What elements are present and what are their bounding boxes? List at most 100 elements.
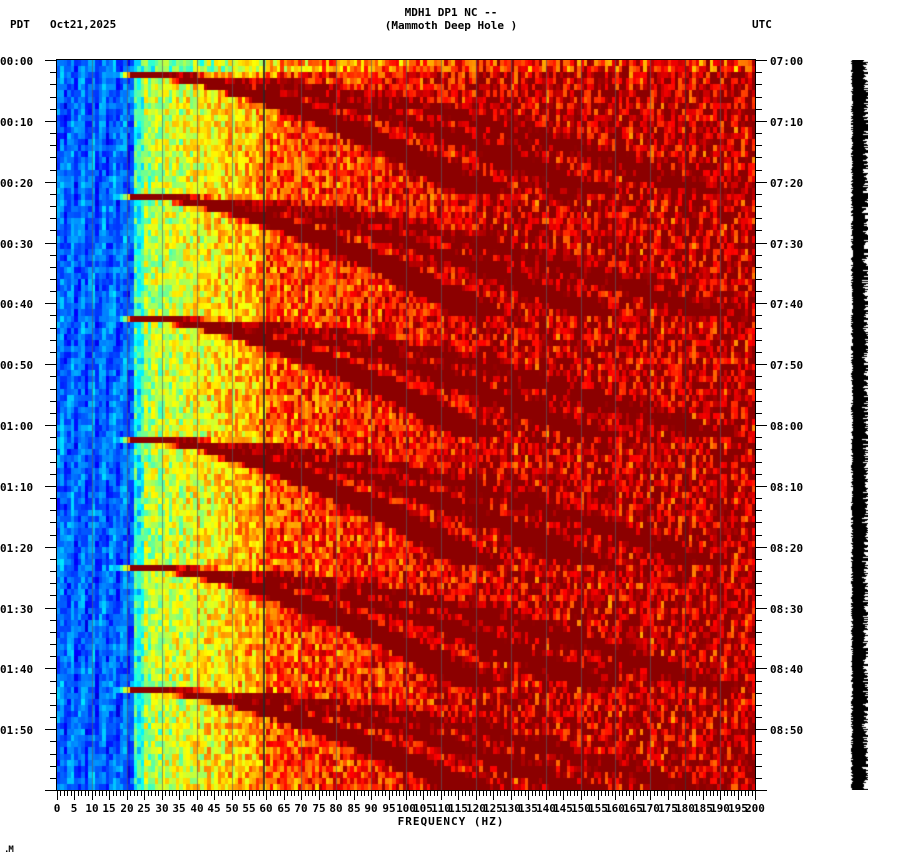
y-tick-right bbox=[755, 644, 762, 645]
y-tick-left bbox=[50, 754, 57, 755]
x-tick bbox=[123, 791, 124, 796]
y-axis-right-tick-label: 07:20 bbox=[770, 177, 804, 190]
x-tick bbox=[347, 791, 348, 796]
y-tick-right bbox=[755, 766, 762, 767]
y-tick-right bbox=[755, 389, 762, 390]
x-tick bbox=[228, 791, 229, 796]
x-tick bbox=[560, 791, 561, 796]
y-tick-left bbox=[45, 121, 57, 122]
x-axis-tick-label: 150 bbox=[571, 802, 591, 815]
y-tick-right bbox=[755, 522, 762, 523]
y-tick-left bbox=[50, 109, 57, 110]
x-tick bbox=[396, 791, 397, 796]
x-tick bbox=[319, 791, 320, 800]
y-tick-right bbox=[755, 84, 762, 85]
y-axis-left-tick-label: 01:40 bbox=[0, 663, 34, 676]
y-tick-left bbox=[45, 303, 57, 304]
x-tick bbox=[570, 791, 571, 796]
y-tick-right bbox=[755, 376, 762, 377]
x-tick bbox=[727, 791, 728, 796]
x-tick bbox=[371, 791, 372, 800]
x-tick bbox=[734, 791, 735, 796]
x-tick bbox=[277, 791, 278, 796]
x-tick bbox=[326, 791, 327, 796]
y-tick-left bbox=[50, 340, 57, 341]
x-tick bbox=[574, 791, 575, 796]
x-tick bbox=[158, 791, 159, 796]
y-tick-right bbox=[755, 535, 762, 536]
x-tick bbox=[165, 791, 166, 796]
y-tick-left bbox=[50, 72, 57, 73]
y-tick-left bbox=[50, 328, 57, 329]
x-axis-tick-label: 70 bbox=[294, 802, 308, 815]
x-tick bbox=[685, 791, 686, 800]
y-tick-left bbox=[50, 778, 57, 779]
x-tick bbox=[315, 791, 316, 796]
y-tick-right bbox=[755, 449, 762, 450]
x-tick bbox=[514, 791, 515, 796]
x-tick bbox=[266, 791, 267, 800]
y-tick-right bbox=[755, 632, 762, 633]
x-tick bbox=[305, 791, 306, 796]
x-tick bbox=[116, 791, 117, 796]
x-tick bbox=[521, 791, 522, 796]
x-tick bbox=[755, 791, 756, 800]
y-axis-right bbox=[755, 60, 767, 791]
spectrogram-plot[interactable] bbox=[57, 60, 755, 790]
x-axis-tick-label: 35 bbox=[172, 802, 186, 815]
x-tick bbox=[211, 791, 212, 796]
x-tick bbox=[654, 791, 655, 796]
x-tick bbox=[518, 791, 519, 796]
x-axis-tick-label: 25 bbox=[137, 802, 151, 815]
y-axis-right-tick-label: 08:00 bbox=[770, 420, 804, 433]
x-axis-tick-label: 130 bbox=[501, 802, 521, 815]
x-tick bbox=[619, 791, 620, 796]
x-tick bbox=[692, 791, 693, 796]
x-axis-tick-label: 15 bbox=[102, 802, 116, 815]
y-tick-right bbox=[755, 510, 762, 511]
y-axis-right-tick-label: 08:20 bbox=[770, 542, 804, 555]
y-tick-right bbox=[755, 620, 762, 621]
x-tick bbox=[427, 791, 428, 796]
x-tick bbox=[416, 791, 417, 796]
x-tick bbox=[350, 791, 351, 796]
y-tick-left bbox=[50, 170, 57, 171]
y-axis-left-tick-label: 00:00 bbox=[0, 55, 34, 68]
x-axis-tick-label: 90 bbox=[364, 802, 378, 815]
x-tick bbox=[532, 791, 533, 796]
y-tick-left bbox=[50, 741, 57, 742]
x-tick bbox=[507, 791, 508, 796]
x-axis-tick-label: 65 bbox=[277, 802, 291, 815]
x-axis-tick-label: 50 bbox=[225, 802, 239, 815]
x-tick bbox=[497, 791, 498, 796]
x-tick bbox=[500, 791, 501, 796]
y-tick-right bbox=[755, 72, 762, 73]
x-tick bbox=[249, 791, 250, 800]
x-tick bbox=[403, 791, 404, 796]
x-axis-tick-label: 30 bbox=[155, 802, 169, 815]
y-tick-right bbox=[755, 559, 762, 560]
x-tick bbox=[493, 791, 494, 800]
x-tick bbox=[525, 791, 526, 796]
y-tick-left bbox=[50, 157, 57, 158]
x-axis-tick-label: 5 bbox=[70, 802, 78, 815]
y-tick-left bbox=[45, 364, 57, 365]
x-tick bbox=[71, 791, 72, 796]
timezone-right-label: UTC bbox=[752, 18, 772, 31]
x-tick bbox=[476, 791, 477, 800]
y-tick-right bbox=[755, 583, 762, 584]
y-tick-left bbox=[50, 206, 57, 207]
y-tick-right bbox=[755, 705, 762, 706]
y-tick-left bbox=[50, 510, 57, 511]
x-tick bbox=[741, 791, 742, 796]
x-tick bbox=[232, 791, 233, 800]
x-tick bbox=[664, 791, 665, 796]
x-tick bbox=[409, 791, 410, 796]
y-tick-left bbox=[50, 84, 57, 85]
y-tick-left bbox=[50, 522, 57, 523]
x-tick bbox=[699, 791, 700, 796]
y-tick-left bbox=[50, 474, 57, 475]
y-tick-right bbox=[755, 145, 762, 146]
x-tick bbox=[567, 791, 568, 796]
x-tick bbox=[162, 791, 163, 800]
